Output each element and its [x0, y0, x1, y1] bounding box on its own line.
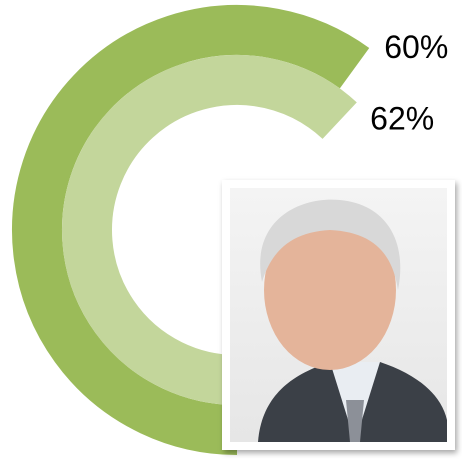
ring-bar [12, 5, 370, 455]
photo-tie [346, 400, 364, 442]
value-label: 60% [384, 29, 448, 65]
photo [222, 180, 455, 450]
photo-hair [260, 199, 401, 290]
rings [12, 5, 370, 455]
ring-bar [62, 55, 357, 405]
value-label: 62% [370, 100, 434, 136]
photo-face [264, 210, 396, 370]
